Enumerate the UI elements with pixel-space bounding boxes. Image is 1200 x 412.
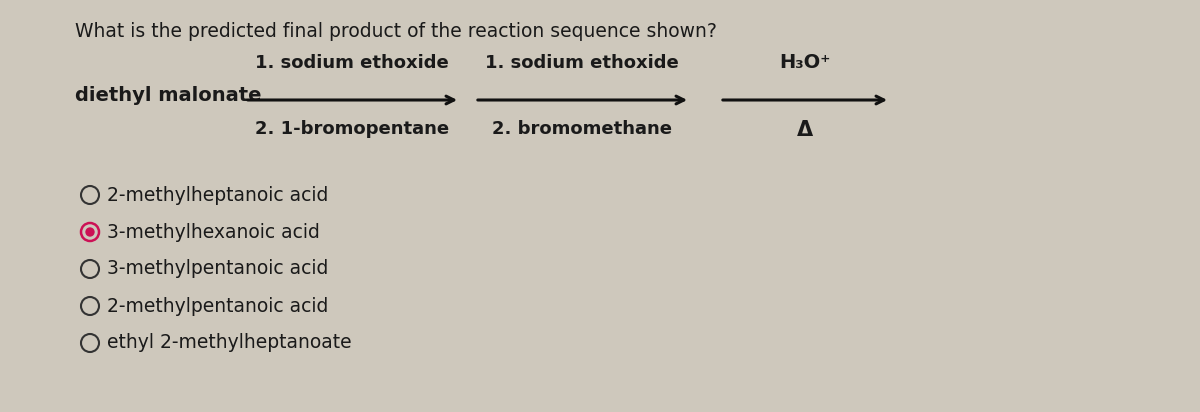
Text: 3-methylhexanoic acid: 3-methylhexanoic acid <box>107 222 320 241</box>
Text: 1. sodium ethoxide: 1. sodium ethoxide <box>256 54 449 72</box>
Text: diethyl malonate: diethyl malonate <box>74 86 262 105</box>
Text: 2-methylpentanoic acid: 2-methylpentanoic acid <box>107 297 329 316</box>
Circle shape <box>85 227 95 236</box>
Text: 2. bromomethane: 2. bromomethane <box>492 120 672 138</box>
Text: What is the predicted final product of the reaction sequence shown?: What is the predicted final product of t… <box>74 22 716 41</box>
Text: 3-methylpentanoic acid: 3-methylpentanoic acid <box>107 260 329 279</box>
Text: Δ: Δ <box>797 120 814 140</box>
Text: 2-methylheptanoic acid: 2-methylheptanoic acid <box>107 185 329 204</box>
Text: 1. sodium ethoxide: 1. sodium ethoxide <box>485 54 679 72</box>
Text: H₃O⁺: H₃O⁺ <box>779 53 830 72</box>
Text: ethyl 2-methylheptanoate: ethyl 2-methylheptanoate <box>107 333 352 353</box>
Text: 2. 1-bromopentane: 2. 1-bromopentane <box>254 120 449 138</box>
